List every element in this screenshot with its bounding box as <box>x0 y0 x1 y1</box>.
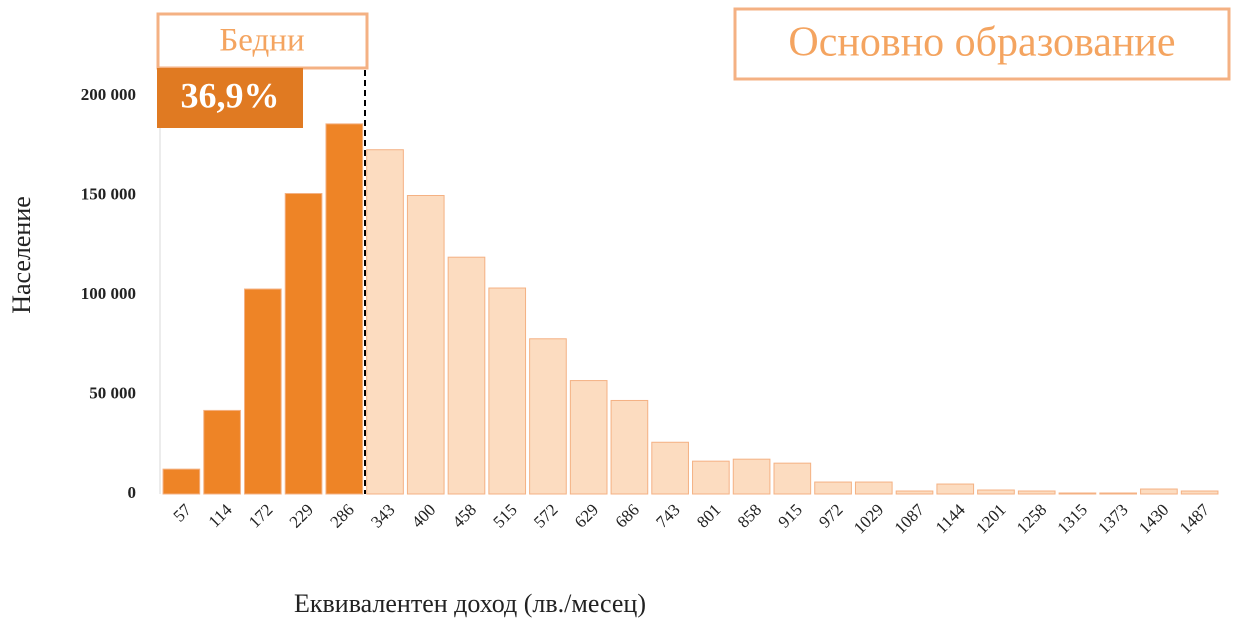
x-tick-label: 114 <box>205 500 236 531</box>
y-tick-label: 150 000 <box>81 184 136 203</box>
x-tick-label: 458 <box>449 500 480 531</box>
bar <box>854 481 893 495</box>
x-tick-label: 57 <box>170 500 196 526</box>
bar <box>1017 490 1056 495</box>
x-tick-label: 515 <box>489 500 520 531</box>
x-tick-label: 629 <box>571 500 602 531</box>
y-tick-label: 100 000 <box>81 284 136 303</box>
bar <box>488 287 527 495</box>
annotation-box <box>156 12 369 70</box>
bar <box>284 193 323 495</box>
x-tick-label: 1087 <box>891 500 929 538</box>
y-axis-label: Население <box>7 196 36 314</box>
chart-title: Основно образование <box>788 20 1175 66</box>
bar <box>529 338 567 495</box>
x-tick-label: 1144 <box>932 500 969 537</box>
x-tick-label: 172 <box>245 500 276 531</box>
x-tick-label: 1430 <box>1135 500 1172 537</box>
x-tick-label: 743 <box>652 500 683 531</box>
x-tick-label: 1029 <box>850 500 887 537</box>
title-box <box>733 7 1231 81</box>
bar <box>243 288 282 495</box>
x-tick-label: 915 <box>774 500 805 531</box>
bar <box>977 489 1015 495</box>
bar <box>203 409 241 495</box>
bar <box>732 458 771 495</box>
x-tick-label: 972 <box>815 500 846 531</box>
x-tick-label: 286 <box>326 500 357 531</box>
bar <box>651 441 689 495</box>
bar <box>610 399 649 495</box>
x-tick-label: 1201 <box>972 500 1009 537</box>
x-tick-label: 686 <box>612 500 643 531</box>
y-tick-label: 50 000 <box>89 383 136 402</box>
x-tick-label: 343 <box>367 500 398 531</box>
bar <box>1180 490 1219 495</box>
x-tick-label: 1373 <box>1094 500 1131 537</box>
x-axis-label: Еквивалентен доход (лв./месец) <box>294 589 646 618</box>
annotation: 36,9% <box>181 75 280 115</box>
bar <box>1099 492 1138 495</box>
x-tick-label: 1315 <box>1054 500 1091 537</box>
bar <box>569 380 608 495</box>
bar <box>406 195 445 495</box>
x-tick-label: 572 <box>530 500 561 531</box>
x-tick-label: 229 <box>286 500 317 531</box>
bar <box>325 123 364 495</box>
bar <box>447 256 486 495</box>
x-tick-label: 858 <box>734 500 765 531</box>
annotation-box <box>157 68 303 128</box>
bar <box>692 460 730 495</box>
bar <box>1058 492 1097 495</box>
annotation: Бедни <box>219 23 304 59</box>
bar <box>162 468 201 495</box>
y-tick-label: 0 <box>128 483 137 502</box>
x-tick-label: 400 <box>408 500 439 531</box>
bar <box>936 483 975 495</box>
bar <box>366 149 404 495</box>
bar <box>895 490 934 495</box>
bar <box>1140 488 1178 495</box>
x-tick-label: 801 <box>693 500 724 531</box>
bar <box>773 462 812 495</box>
x-tick-label: 1258 <box>1013 500 1050 537</box>
x-tick-label: 1487 <box>1176 500 1214 538</box>
y-tick-label: 200 000 <box>81 85 136 104</box>
bar <box>814 481 852 495</box>
